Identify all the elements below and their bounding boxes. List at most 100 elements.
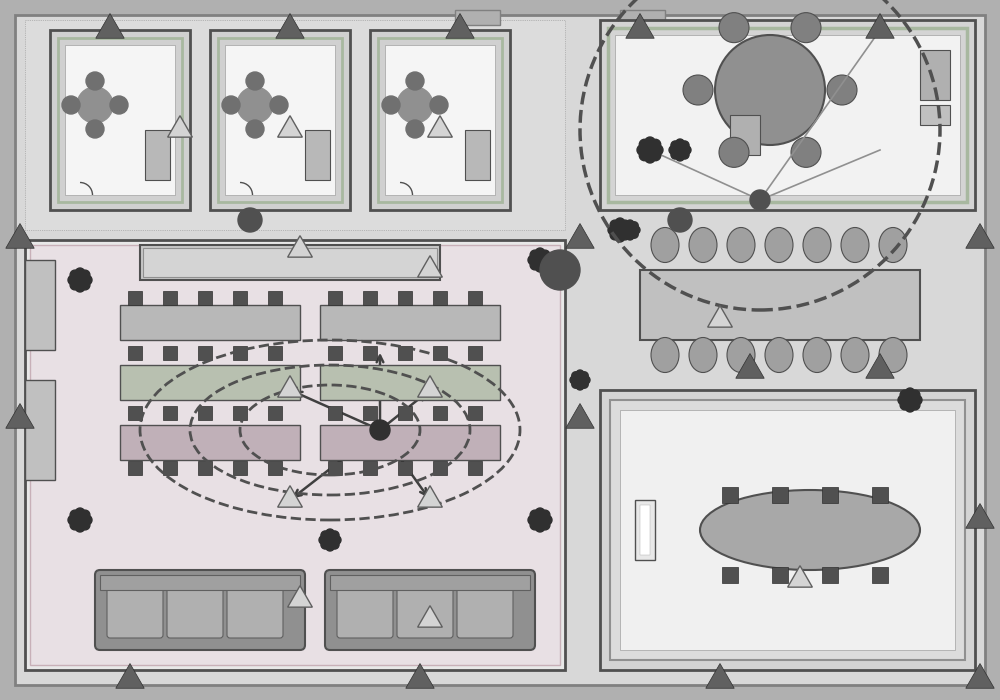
Circle shape	[750, 190, 770, 210]
Bar	[363, 406, 377, 420]
Bar	[398, 346, 412, 360]
Ellipse shape	[879, 228, 907, 262]
Circle shape	[75, 522, 85, 532]
Bar	[872, 487, 888, 503]
Circle shape	[80, 510, 90, 519]
Circle shape	[540, 266, 548, 274]
Circle shape	[535, 522, 545, 532]
Bar	[128, 291, 142, 305]
Bar	[600, 390, 975, 670]
FancyBboxPatch shape	[107, 582, 163, 638]
Circle shape	[68, 515, 78, 525]
Bar	[772, 567, 788, 583]
Polygon shape	[706, 664, 734, 688]
Bar	[620, 10, 665, 25]
FancyBboxPatch shape	[167, 582, 223, 638]
Polygon shape	[866, 354, 894, 378]
Bar	[608, 28, 967, 202]
Circle shape	[912, 395, 922, 405]
Circle shape	[552, 266, 560, 274]
Bar	[198, 291, 212, 305]
Bar	[268, 346, 282, 360]
Circle shape	[570, 376, 578, 384]
Bar	[198, 346, 212, 360]
Circle shape	[246, 120, 264, 138]
Circle shape	[238, 208, 262, 232]
Bar	[363, 461, 377, 475]
Circle shape	[645, 146, 655, 155]
Circle shape	[80, 520, 90, 530]
Circle shape	[680, 150, 689, 159]
Polygon shape	[966, 664, 994, 688]
Bar	[433, 406, 447, 420]
Bar	[218, 38, 342, 202]
Bar	[120, 305, 300, 340]
Circle shape	[715, 35, 825, 145]
Circle shape	[237, 87, 273, 123]
Bar	[25, 20, 565, 230]
Circle shape	[62, 96, 80, 114]
Ellipse shape	[689, 337, 717, 372]
Circle shape	[110, 96, 128, 114]
Circle shape	[86, 120, 104, 138]
Polygon shape	[278, 486, 302, 507]
Bar	[143, 248, 437, 277]
Bar	[128, 346, 142, 360]
Polygon shape	[788, 566, 812, 587]
FancyBboxPatch shape	[95, 570, 305, 650]
Ellipse shape	[765, 337, 793, 372]
Bar	[163, 406, 177, 420]
Circle shape	[82, 515, 92, 525]
Circle shape	[326, 529, 334, 538]
Circle shape	[540, 250, 580, 290]
Polygon shape	[428, 116, 452, 137]
Circle shape	[615, 232, 625, 242]
Circle shape	[827, 75, 857, 105]
Bar	[233, 461, 247, 475]
Polygon shape	[418, 606, 442, 627]
Circle shape	[75, 282, 85, 292]
Circle shape	[668, 208, 692, 232]
Circle shape	[540, 250, 550, 260]
Circle shape	[676, 152, 684, 161]
Circle shape	[576, 382, 584, 390]
Bar	[128, 461, 142, 475]
Ellipse shape	[689, 228, 717, 262]
Bar	[468, 461, 482, 475]
Circle shape	[326, 536, 334, 544]
Bar	[600, 20, 975, 210]
Circle shape	[68, 275, 78, 285]
Circle shape	[535, 262, 545, 272]
Circle shape	[540, 510, 550, 519]
Bar	[455, 10, 500, 25]
Bar	[30, 245, 560, 665]
Ellipse shape	[803, 228, 831, 262]
Ellipse shape	[700, 490, 920, 570]
Circle shape	[632, 226, 640, 234]
FancyBboxPatch shape	[227, 582, 283, 638]
Polygon shape	[406, 664, 434, 688]
Circle shape	[536, 516, 544, 524]
Circle shape	[540, 260, 550, 270]
Bar	[198, 461, 212, 475]
Circle shape	[535, 508, 545, 517]
Bar	[610, 400, 965, 660]
Circle shape	[270, 96, 288, 114]
Polygon shape	[736, 354, 764, 378]
Bar	[398, 406, 412, 420]
Bar	[233, 346, 247, 360]
Polygon shape	[278, 376, 302, 397]
Circle shape	[319, 536, 328, 545]
Polygon shape	[288, 236, 312, 257]
Circle shape	[530, 520, 540, 530]
Polygon shape	[278, 116, 302, 137]
Bar	[320, 425, 500, 460]
Bar	[163, 346, 177, 360]
Circle shape	[321, 531, 330, 540]
Bar	[468, 406, 482, 420]
Bar	[233, 291, 247, 305]
Polygon shape	[418, 486, 442, 507]
FancyBboxPatch shape	[325, 570, 535, 650]
Circle shape	[898, 395, 908, 405]
Bar	[920, 105, 950, 125]
